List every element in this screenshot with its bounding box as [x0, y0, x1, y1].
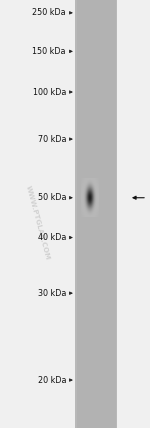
Text: 100 kDa: 100 kDa — [33, 87, 66, 97]
Text: 50 kDa: 50 kDa — [38, 193, 66, 202]
Text: WWW.PTGLAB.COM: WWW.PTGLAB.COM — [25, 184, 50, 261]
Text: 70 kDa: 70 kDa — [38, 134, 66, 144]
FancyBboxPatch shape — [75, 0, 117, 428]
Text: 20 kDa: 20 kDa — [38, 375, 66, 385]
Text: 40 kDa: 40 kDa — [38, 233, 66, 242]
Text: 250 kDa: 250 kDa — [32, 8, 66, 18]
Text: 30 kDa: 30 kDa — [38, 288, 66, 298]
Text: 150 kDa: 150 kDa — [33, 47, 66, 56]
FancyBboxPatch shape — [76, 0, 116, 428]
